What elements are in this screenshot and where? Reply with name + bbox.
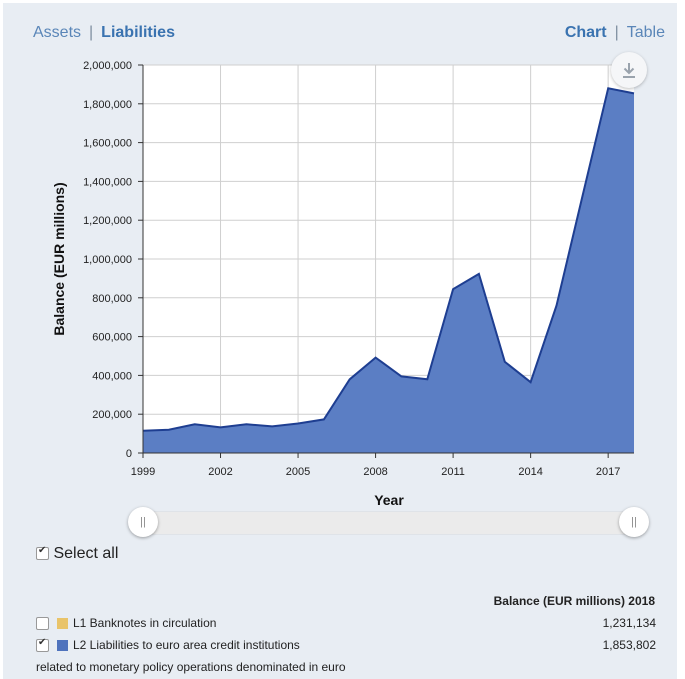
legend-item[interactable]: L1 Banknotes in circulation 1,231,134 [36,616,656,631]
x-tick-label: 2011 [441,466,465,478]
y-tick-label: 1,800,000 [83,99,132,111]
separator: | [614,24,619,41]
separator: | [89,24,94,41]
liabilities-link[interactable]: Liabilities [101,24,175,41]
select-all-checkbox[interactable] [36,545,49,561]
legend-label: L1 Banknotes in circulation [73,616,217,630]
y-tick-label: 600,000 [92,332,132,344]
x-axis-title: Year [374,492,404,508]
select-all-toggle[interactable]: Select all [36,545,118,563]
x-tick-label: 2002 [208,466,232,478]
year-range-slider[interactable] [142,511,636,535]
y-axis-title: Balance (EUR millions) [51,182,67,335]
legend-checkbox[interactable] [36,637,49,653]
area-series-fill [143,88,634,454]
chart-link[interactable]: Chart [564,24,607,41]
legend-value: 1,231,134 [602,616,656,630]
legend-item[interactable]: L2 Liabilities to euro area credit insti… [36,637,656,653]
legend-swatch [57,640,68,652]
x-tick-label: 2014 [518,466,542,478]
legend-checkbox[interactable] [36,617,49,631]
x-tick-label: 2017 [596,466,620,478]
y-tick-label: 2,000,000 [83,60,132,72]
y-tick-label: 800,000 [92,293,132,305]
y-axis-ticks: 0 200,000 400,000 600,000 800,000 1,000,000 1,… [83,60,143,460]
y-tick-label: 400,000 [92,370,132,382]
view-switch-assets-liabilities: Assets | Liabilities [33,24,175,42]
area-chart: 0 200,000 400,000 600,000 800,000 1,000,000 1,… [51,60,635,508]
legend-swatch [57,618,68,630]
table-link[interactable]: Table [626,24,665,41]
x-tick-label: 1999 [131,466,155,478]
area-series-line [142,87,635,432]
view-switch-chart-table: Chart | Table [565,24,665,42]
x-tick-label: 2005 [286,466,310,478]
legend-label: L2 Liabilities to euro area credit insti… [73,638,300,652]
legend-header: Balance (EUR millions) 2018 [493,594,655,608]
legend-value: 1,853,802 [602,638,656,652]
y-tick-label: 1,600,000 [83,138,132,150]
x-tick-label: 2008 [363,466,387,478]
slider-handle-start[interactable]: || [128,507,158,537]
x-axis-ticks: 1999 2002 2005 2008 2011 2014 2017 [131,453,620,478]
y-tick-label: 1,200,000 [83,215,132,227]
y-tick-label: 1,000,000 [83,254,132,266]
download-button[interactable] [611,52,647,88]
legend-note: related to monetary policy operations de… [36,660,346,674]
y-tick-label: 0 [126,448,132,460]
y-tick-label: 1,400,000 [83,176,132,188]
y-tick-label: 200,000 [92,409,132,421]
download-icon [623,63,635,78]
select-all-label: Select all [53,545,119,562]
assets-link[interactable]: Assets [33,24,82,41]
slider-handle-end[interactable]: || [619,507,649,537]
